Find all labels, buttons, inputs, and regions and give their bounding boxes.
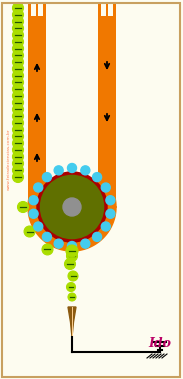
Circle shape bbox=[12, 30, 23, 41]
Circle shape bbox=[12, 131, 23, 142]
Polygon shape bbox=[68, 307, 76, 337]
Circle shape bbox=[66, 251, 77, 262]
Circle shape bbox=[12, 70, 23, 81]
Circle shape bbox=[34, 222, 43, 231]
Circle shape bbox=[12, 43, 23, 54]
FancyBboxPatch shape bbox=[101, 4, 106, 16]
Circle shape bbox=[68, 271, 78, 281]
Circle shape bbox=[18, 202, 29, 213]
Circle shape bbox=[93, 232, 102, 241]
Circle shape bbox=[12, 23, 23, 34]
Circle shape bbox=[12, 124, 23, 135]
Circle shape bbox=[42, 244, 53, 255]
Circle shape bbox=[12, 77, 23, 88]
Circle shape bbox=[38, 173, 106, 241]
Circle shape bbox=[54, 166, 63, 175]
Circle shape bbox=[12, 138, 23, 149]
Circle shape bbox=[12, 36, 23, 47]
Circle shape bbox=[12, 144, 23, 155]
Circle shape bbox=[12, 63, 23, 74]
Circle shape bbox=[106, 196, 115, 205]
Circle shape bbox=[12, 16, 23, 27]
Circle shape bbox=[12, 117, 23, 128]
Circle shape bbox=[46, 181, 98, 233]
Circle shape bbox=[12, 90, 23, 101]
Circle shape bbox=[12, 56, 23, 67]
FancyBboxPatch shape bbox=[28, 4, 46, 181]
Circle shape bbox=[12, 104, 23, 115]
Circle shape bbox=[12, 158, 23, 169]
Circle shape bbox=[12, 111, 23, 122]
Circle shape bbox=[106, 209, 115, 218]
Circle shape bbox=[93, 172, 102, 182]
Circle shape bbox=[68, 163, 76, 172]
Circle shape bbox=[12, 97, 23, 108]
Circle shape bbox=[12, 151, 23, 162]
Circle shape bbox=[12, 50, 23, 61]
Circle shape bbox=[68, 241, 76, 251]
Polygon shape bbox=[28, 163, 116, 251]
Circle shape bbox=[29, 196, 38, 205]
Circle shape bbox=[42, 232, 51, 241]
Circle shape bbox=[66, 245, 78, 257]
Circle shape bbox=[101, 222, 110, 231]
Circle shape bbox=[42, 172, 51, 182]
Circle shape bbox=[24, 226, 35, 237]
Circle shape bbox=[54, 239, 63, 248]
FancyBboxPatch shape bbox=[98, 4, 116, 181]
Text: www.feiradeciencias.com.br: www.feiradeciencias.com.br bbox=[7, 128, 11, 190]
Circle shape bbox=[12, 172, 23, 183]
Text: Ido: Ido bbox=[148, 337, 171, 350]
FancyBboxPatch shape bbox=[38, 4, 43, 16]
Circle shape bbox=[68, 293, 76, 301]
Circle shape bbox=[64, 258, 76, 269]
FancyBboxPatch shape bbox=[108, 4, 113, 16]
Circle shape bbox=[12, 9, 23, 20]
Circle shape bbox=[29, 209, 38, 218]
Circle shape bbox=[12, 165, 23, 176]
Circle shape bbox=[63, 198, 81, 216]
FancyBboxPatch shape bbox=[28, 181, 46, 207]
Circle shape bbox=[12, 84, 23, 95]
Circle shape bbox=[12, 3, 23, 14]
FancyBboxPatch shape bbox=[46, 4, 98, 181]
FancyBboxPatch shape bbox=[31, 4, 36, 16]
FancyBboxPatch shape bbox=[98, 181, 116, 207]
Circle shape bbox=[66, 282, 76, 291]
Circle shape bbox=[101, 183, 110, 192]
Circle shape bbox=[34, 183, 43, 192]
Circle shape bbox=[81, 166, 90, 175]
Circle shape bbox=[81, 239, 90, 248]
